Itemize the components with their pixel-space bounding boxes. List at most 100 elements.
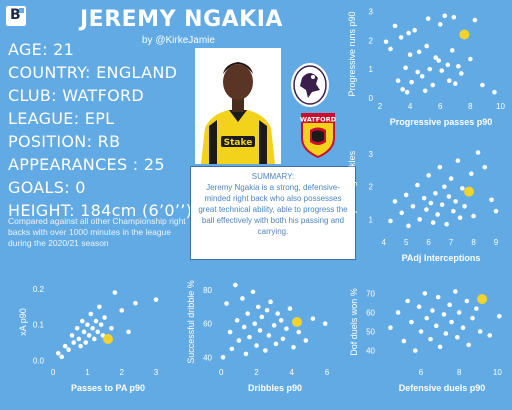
data-point xyxy=(284,326,289,332)
data-point xyxy=(417,217,422,222)
x-tick-label: 4 xyxy=(408,102,413,111)
y-axis-label: Dof duels won % xyxy=(349,288,359,356)
data-point xyxy=(430,220,436,225)
data-point xyxy=(254,343,259,348)
data-point xyxy=(421,195,427,201)
data-point xyxy=(418,329,424,334)
data-point xyxy=(66,347,71,353)
data-point xyxy=(81,329,87,335)
data-point xyxy=(451,208,456,214)
scatter-defensive-duels-vs-won: 6 8 10 40 50 60 70 Defensive duels p90 Dof duels… xyxy=(349,288,502,393)
data-point xyxy=(462,203,467,209)
data-point xyxy=(310,316,316,321)
data-point xyxy=(133,300,138,306)
x-tick-label: 2 xyxy=(119,368,124,377)
data-point xyxy=(388,46,393,52)
data-point xyxy=(405,298,410,304)
data-point xyxy=(243,351,249,357)
data-point xyxy=(424,207,429,212)
data-point xyxy=(410,203,416,209)
data-point xyxy=(471,213,476,219)
data-point xyxy=(273,341,279,347)
y-tick-label: 2 xyxy=(369,183,374,192)
y-tick-label: 60 xyxy=(366,308,375,317)
data-point xyxy=(240,296,245,301)
highlight-point xyxy=(464,186,475,197)
brand-logo-letter: B xyxy=(10,7,21,23)
data-point xyxy=(428,200,434,206)
data-point xyxy=(93,318,99,324)
data-point xyxy=(442,184,447,190)
data-point xyxy=(95,329,101,335)
data-point xyxy=(470,315,475,321)
data-point xyxy=(449,319,454,325)
data-point xyxy=(392,23,398,29)
data-point xyxy=(456,310,462,315)
x-tick-label: 5 xyxy=(404,238,409,247)
data-point xyxy=(112,290,118,295)
data-point xyxy=(153,297,159,302)
data-point xyxy=(477,329,483,334)
data-point xyxy=(255,304,261,310)
y-tick-label: 0.2 xyxy=(33,285,45,294)
highlight-point xyxy=(477,294,488,305)
data-point xyxy=(90,325,95,331)
data-point xyxy=(466,342,472,348)
data-point xyxy=(322,321,328,326)
stat-club: CLUB: WATFORD xyxy=(8,86,145,105)
data-point xyxy=(227,329,233,335)
x-tick-label: 0 xyxy=(51,368,56,377)
x-tick-label: 7 xyxy=(449,238,454,247)
y-axis-label: Progressive runs p90 xyxy=(347,11,357,96)
data-point xyxy=(247,334,252,340)
x-tick-label: 0 xyxy=(219,368,224,377)
summary-heading: SUMMARY: xyxy=(251,172,295,181)
stat-league: LEAGUE: EPL xyxy=(8,109,115,128)
x-tick-label: 4 xyxy=(290,368,295,377)
scatter-dribbles-vs-success: 0 2 4 6 40 60 80 Dribbles p90 Successful dribble… xyxy=(186,280,330,393)
data-point xyxy=(416,49,422,55)
data-point xyxy=(271,323,277,328)
watford-crest-icon: WATFORD xyxy=(300,113,336,158)
data-point xyxy=(268,299,273,305)
data-point xyxy=(446,194,452,199)
x-tick-label: 6 xyxy=(325,368,330,377)
data-point xyxy=(278,318,284,323)
data-point xyxy=(426,173,431,178)
data-point xyxy=(437,164,443,170)
data-point xyxy=(403,192,409,198)
x-tick-label: 2 xyxy=(254,368,259,377)
data-point xyxy=(487,333,493,338)
scatter-interceptions-vs-tackles: 4 5 6 7 8 9 1 2 3 PAdj Interceptions PAdj Sliding … xyxy=(347,150,499,263)
x-tick-label: 2 xyxy=(378,102,383,111)
data-point xyxy=(241,324,247,330)
stat-country: COUNTRY: ENGLAND xyxy=(8,63,178,82)
data-point xyxy=(388,325,393,331)
data-point xyxy=(71,340,77,345)
data-point xyxy=(412,27,417,33)
data-point xyxy=(444,221,449,227)
stat-appearances: APPEARANCES : 25 xyxy=(8,155,165,174)
data-point xyxy=(439,68,445,73)
scatter-passes-to-pa-vs-xa: 0 1 2 3 0.0 0.1 0.2 Passes to PA p90 xA p90 xyxy=(18,285,159,393)
data-point xyxy=(55,350,61,356)
data-point xyxy=(447,302,452,308)
comparison-note: Compared against all other Championship … xyxy=(8,216,186,248)
data-point xyxy=(406,30,411,36)
data-point xyxy=(439,202,445,207)
data-point xyxy=(496,313,502,319)
data-point xyxy=(419,74,425,79)
data-point xyxy=(280,336,286,342)
x-axis-label: Dribbles p90 xyxy=(248,383,302,393)
stat-goals: GOALS: 0 xyxy=(8,178,86,197)
data-point xyxy=(98,322,104,327)
data-point xyxy=(456,63,461,69)
highlight-point xyxy=(459,29,470,40)
data-point xyxy=(229,346,235,352)
data-point xyxy=(474,306,479,311)
data-point xyxy=(78,343,83,349)
data-point xyxy=(79,318,85,324)
data-point xyxy=(409,319,414,325)
x-tick-label: 1 xyxy=(85,368,90,377)
data-point xyxy=(492,89,497,95)
